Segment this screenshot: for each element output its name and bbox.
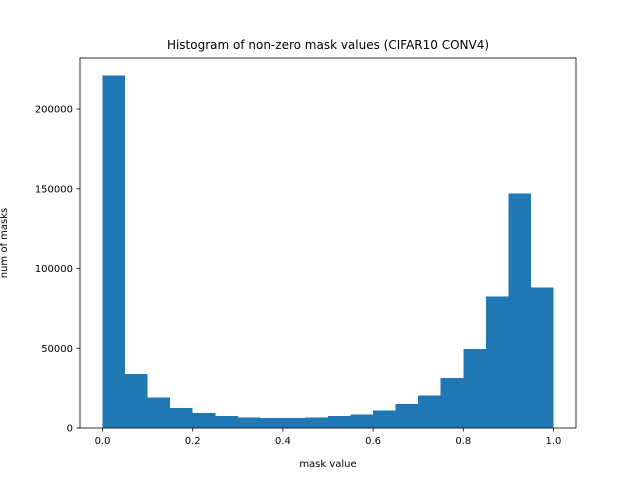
y-tick-label: 200000 <box>35 105 73 116</box>
x-tick-label: 0.6 <box>365 436 381 447</box>
histogram-bar <box>463 349 486 428</box>
x-tick-label: 0.8 <box>455 436 471 447</box>
histogram-bar <box>530 287 554 428</box>
histogram-bar <box>508 193 531 428</box>
histogram-bar <box>260 417 283 428</box>
histogram-bar <box>125 373 148 428</box>
histogram-bar <box>170 408 193 428</box>
x-axis: 0.0 0.2 0.4 0.6 0.8 1.0 <box>95 428 562 447</box>
histogram-bar <box>373 410 396 428</box>
histogram-bar <box>328 416 351 428</box>
plot-frame <box>79 57 577 429</box>
x-tick-label: 0.2 <box>185 436 201 447</box>
histogram-bar <box>147 397 171 428</box>
y-tick-label: 100000 <box>35 264 73 275</box>
histogram-bar <box>215 416 238 428</box>
y-axis: 0 50000 100000 150000 200000 <box>35 105 80 435</box>
histogram-bar <box>237 417 261 428</box>
histogram-bar <box>102 75 126 429</box>
histogram-bar <box>192 412 216 428</box>
y-axis-label: num of masks <box>0 208 10 279</box>
chart-title: Histogram of non-zero mask values (CIFAR… <box>167 38 489 52</box>
histogram-bar <box>282 417 306 428</box>
histogram-bar <box>440 377 464 428</box>
histogram-bar <box>395 404 419 428</box>
y-tick-label: 150000 <box>35 184 73 195</box>
y-tick-label: 0 <box>67 424 73 435</box>
x-tick-label: 0.0 <box>95 436 111 447</box>
x-tick-label: 1.0 <box>546 436 562 447</box>
histogram-bar <box>350 414 374 428</box>
bars-group <box>102 75 554 429</box>
histogram-bar <box>418 395 441 428</box>
histogram-bar <box>305 417 328 428</box>
x-tick-label: 0.4 <box>275 436 291 447</box>
histogram-bar <box>485 296 509 428</box>
y-tick-label: 50000 <box>41 344 73 355</box>
x-axis-label: mask value <box>299 459 356 470</box>
